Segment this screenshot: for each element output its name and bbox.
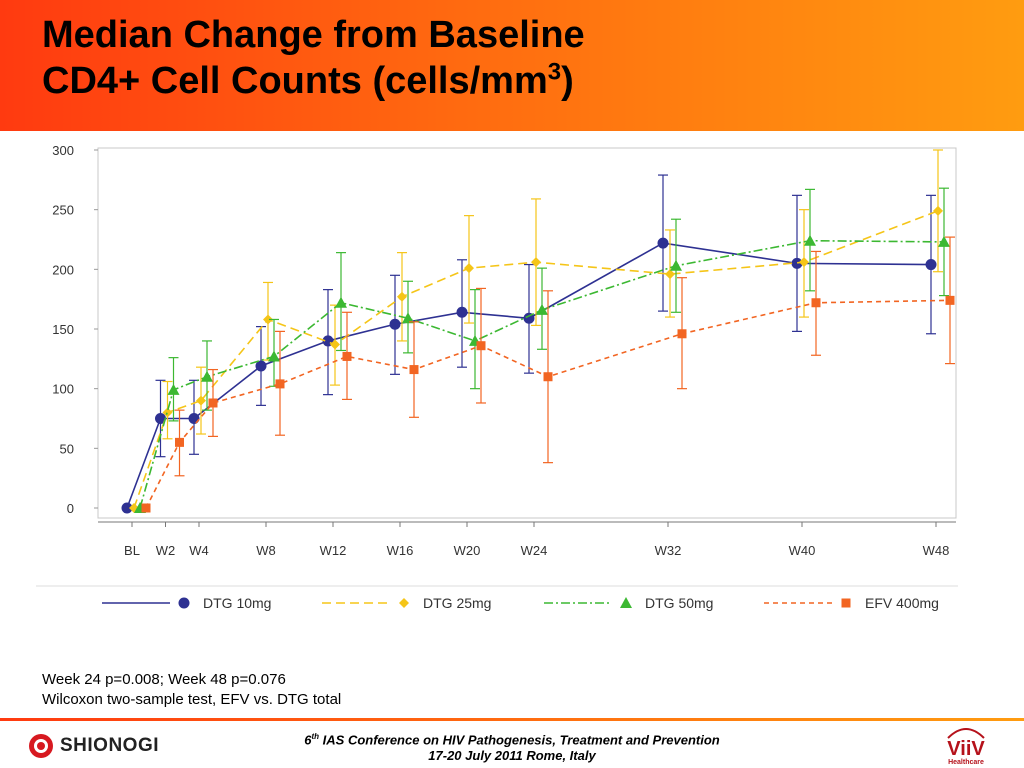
data-point xyxy=(162,407,173,418)
data-point xyxy=(677,329,687,339)
legend-marker xyxy=(399,598,409,608)
x-tick-label: W16 xyxy=(387,543,414,558)
data-point xyxy=(402,312,414,324)
conference-info: 6th IAS Conference on HIV Pathogenesis, … xyxy=(0,729,1024,764)
data-point xyxy=(925,259,937,271)
x-tick-label: W12 xyxy=(320,543,347,558)
viiv-subtitle: Healthcare xyxy=(948,759,984,766)
data-point xyxy=(657,237,669,249)
data-point xyxy=(804,234,816,246)
y-tick-label: 100 xyxy=(52,382,74,397)
legend-label: DTG 10mg xyxy=(203,595,271,611)
data-point xyxy=(201,370,213,382)
data-point xyxy=(342,351,352,361)
data-point xyxy=(409,365,419,375)
data-point xyxy=(531,257,541,268)
statistics-footnote: Week 24 p=0.008; Week 48 p=0.076 Wilcoxo… xyxy=(42,670,341,710)
y-tick-label: 50 xyxy=(60,441,74,456)
legend-marker xyxy=(178,597,190,609)
y-tick-label: 300 xyxy=(52,143,74,158)
data-point xyxy=(268,350,280,362)
shionogi-wordmark: SHIONOGI xyxy=(60,735,160,756)
data-point xyxy=(188,413,200,424)
footer-divider xyxy=(0,718,1024,721)
x-tick-label: W24 xyxy=(521,543,548,558)
shionogi-mark-icon xyxy=(29,734,53,758)
viiv-wordmark: ViiV xyxy=(947,738,985,760)
conference-name: IAS Conference on HIV Pathogenesis, Trea… xyxy=(319,732,720,748)
slide-title: Median Change from Baseline CD4+ Cell Co… xyxy=(42,12,585,104)
y-tick-label: 150 xyxy=(52,322,74,337)
data-point xyxy=(255,360,267,372)
data-point xyxy=(141,503,151,513)
x-tick-label: W2 xyxy=(156,543,176,558)
data-point xyxy=(335,296,347,308)
data-point xyxy=(196,395,206,406)
data-point xyxy=(464,263,474,274)
x-tick-label: BL xyxy=(124,543,140,558)
footnote-line-2: Wilcoxon two-sample test, EFV vs. DTG to… xyxy=(42,691,342,708)
y-tick-label: 0 xyxy=(67,501,74,516)
data-point xyxy=(799,257,809,268)
legend-label: DTG 25mg xyxy=(423,595,491,611)
x-tick-label: W40 xyxy=(789,543,816,558)
data-point xyxy=(938,235,950,247)
conference-ordinal-suffix: th xyxy=(311,732,320,741)
legend-marker xyxy=(620,597,632,608)
data-point xyxy=(389,318,401,330)
data-point xyxy=(665,269,675,280)
data-point xyxy=(543,372,553,382)
footnote-line-1: Week 24 p=0.008; Week 48 p=0.076 xyxy=(42,671,286,688)
cd4-line-chart: 0 50 100 150 200 250 300 BL W2 W4 W8 W12 W16 W20 W24 W3… xyxy=(36,143,958,611)
x-tick-label: W32 xyxy=(655,543,682,558)
data-point xyxy=(175,437,184,447)
x-tick-label: W4 xyxy=(189,543,209,558)
data-point xyxy=(155,413,166,424)
plot-frame xyxy=(97,147,957,519)
y-tick-label: 250 xyxy=(52,203,74,218)
title-banner: Median Change from Baseline CD4+ Cell Co… xyxy=(0,0,1024,131)
data-point xyxy=(208,398,218,408)
data-point xyxy=(670,259,682,271)
data-point xyxy=(933,205,943,216)
viiv-arc-icon xyxy=(947,728,985,739)
data-point xyxy=(121,502,133,514)
data-point xyxy=(811,298,821,308)
x-tick-label: W20 xyxy=(454,543,481,558)
data-point xyxy=(456,306,468,318)
shionogi-logo: SHIONOGI xyxy=(28,733,159,759)
data-point xyxy=(791,257,803,269)
legend-label: DTG 50mg xyxy=(645,595,713,611)
title-superscript: 3 xyxy=(547,58,562,86)
y-tick-label: 200 xyxy=(52,262,74,277)
title-line-2: CD4+ Cell Counts (cells/mm xyxy=(42,60,548,102)
data-point xyxy=(397,291,407,302)
data-point xyxy=(536,303,548,315)
viiv-logo: ViiV Healthcare xyxy=(947,728,985,766)
x-tick-label: W8 xyxy=(256,543,276,558)
data-point xyxy=(476,341,486,351)
title-line-2-end: ) xyxy=(561,60,574,102)
x-tick-label: W48 xyxy=(923,543,950,558)
title-line-1: Median Change from Baseline xyxy=(42,14,585,56)
conference-line-2: 17-20 July 2011 Rome, Italy xyxy=(428,748,596,764)
series-line xyxy=(139,239,945,509)
data-point xyxy=(263,314,273,325)
data-point xyxy=(330,339,340,350)
conference-line-1: 6th IAS Conference on HIV Pathogenesis, … xyxy=(0,729,1024,748)
legend-marker xyxy=(841,598,851,608)
data-point xyxy=(945,295,955,305)
legend-label: EFV 400mg xyxy=(865,595,939,611)
data-point xyxy=(167,383,180,395)
data-point xyxy=(275,379,285,389)
conference-ordinal: 6 xyxy=(304,732,312,748)
